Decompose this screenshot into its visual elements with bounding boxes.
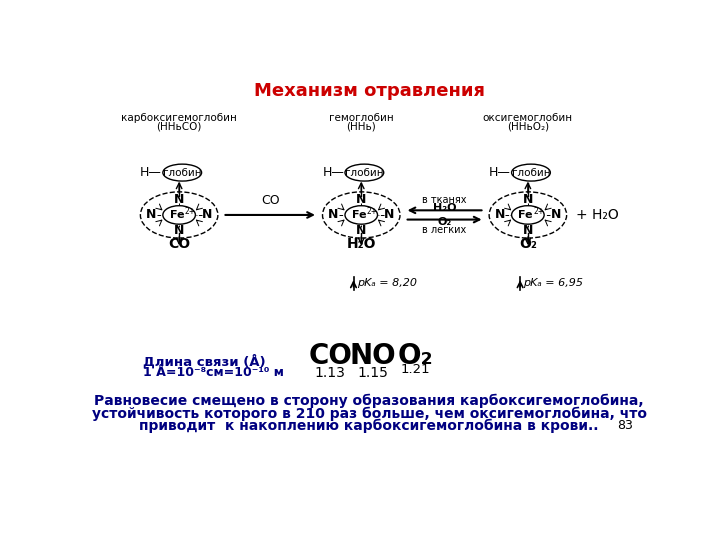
Text: N: N: [174, 224, 184, 237]
Text: N: N: [174, 193, 184, 206]
Text: H—: H—: [489, 166, 510, 179]
Text: N: N: [384, 208, 395, 221]
Text: O₂: O₂: [397, 342, 433, 370]
Text: Равновесие смещено в сторону образования карбоксигемоглобина,: Равновесие смещено в сторону образования…: [94, 394, 644, 408]
Text: N: N: [523, 224, 533, 237]
Text: N: N: [328, 208, 338, 221]
Text: N: N: [356, 224, 366, 237]
Text: 2+: 2+: [366, 207, 378, 217]
Text: CO: CO: [261, 194, 279, 207]
Text: 1 Å=10⁻⁸см=10⁻¹⁰ м: 1 Å=10⁻⁸см=10⁻¹⁰ м: [143, 366, 284, 379]
Text: 1.21: 1.21: [401, 363, 431, 376]
Text: карбоксигемоглобин: карбоксигемоглобин: [121, 112, 237, 123]
Ellipse shape: [512, 206, 544, 224]
Text: глобин: глобин: [163, 167, 202, 178]
Text: глобин: глобин: [345, 167, 384, 178]
Text: + H₂O: + H₂O: [576, 208, 618, 222]
Text: в тканях: в тканях: [423, 194, 467, 205]
Text: N: N: [495, 208, 505, 221]
Text: 83: 83: [616, 420, 632, 433]
Text: pKₐ = 8,20: pKₐ = 8,20: [356, 279, 417, 288]
Ellipse shape: [345, 206, 377, 224]
Text: Fe: Fe: [169, 210, 184, 220]
Text: Длина связи (Å): Длина связи (Å): [143, 354, 266, 368]
Text: N: N: [146, 208, 156, 221]
Text: N: N: [551, 208, 561, 221]
Text: Fe: Fe: [518, 210, 533, 220]
Text: Механизм отравления: Механизм отравления: [253, 82, 485, 100]
Text: (ННьО₂): (ННьО₂): [507, 122, 549, 132]
Ellipse shape: [163, 206, 195, 224]
Text: H₂O: H₂O: [433, 203, 456, 213]
Text: O₂: O₂: [519, 237, 537, 251]
Ellipse shape: [345, 164, 384, 181]
Text: приводит  к накоплению карбоксигемоглобина в крови..: приводит к накоплению карбоксигемоглобин…: [139, 419, 599, 433]
Text: (ННь): (ННь): [346, 122, 376, 132]
Text: Fe: Fe: [351, 210, 366, 220]
Text: в легких: в легких: [423, 225, 467, 235]
Text: 1.15: 1.15: [357, 366, 388, 380]
Text: O₂: O₂: [438, 217, 451, 227]
Text: N: N: [356, 193, 366, 206]
Text: гемоглобин: гемоглобин: [329, 112, 394, 123]
Text: N: N: [202, 208, 212, 221]
Text: H—: H—: [140, 166, 162, 179]
Text: NO: NO: [350, 342, 396, 370]
Text: 1.13: 1.13: [315, 366, 346, 380]
Text: устойчивость которого в 210 раз больше, чем оксигемоглобина, что: устойчивость которого в 210 раз больше, …: [91, 407, 647, 421]
Text: N: N: [523, 193, 533, 206]
Text: оксигемоглобин: оксигемоглобин: [483, 112, 573, 123]
Text: pKₐ = 6,95: pKₐ = 6,95: [523, 279, 583, 288]
Text: CO: CO: [308, 342, 352, 370]
Text: CO: CO: [168, 237, 190, 251]
Ellipse shape: [512, 164, 550, 181]
Text: 2+: 2+: [534, 207, 544, 217]
Text: глобин: глобин: [512, 167, 550, 178]
Text: (ННьСО): (ННьСО): [156, 122, 202, 132]
Text: 2+: 2+: [184, 207, 196, 217]
Text: H₂O: H₂O: [346, 237, 376, 251]
Ellipse shape: [163, 164, 202, 181]
Text: H—: H—: [323, 166, 344, 179]
